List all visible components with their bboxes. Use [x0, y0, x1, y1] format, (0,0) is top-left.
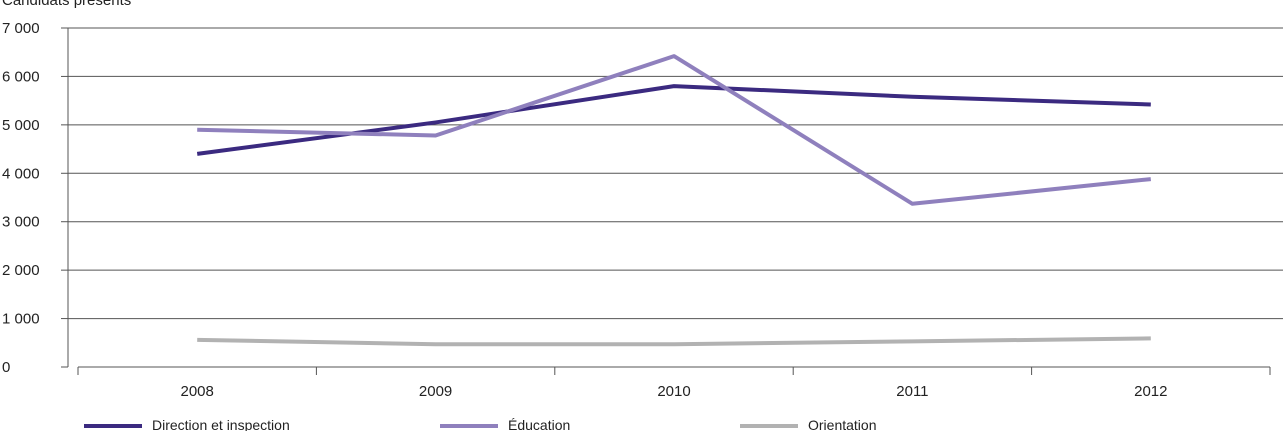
- legend-label: Orientation: [808, 417, 876, 431]
- grid-lines: [68, 27, 1283, 320]
- series-lines: [196, 54, 1152, 347]
- legend-label: Éducation: [508, 417, 570, 431]
- series-line: [196, 84, 1151, 156]
- x-tick-label: 2012: [1134, 383, 1167, 400]
- series-line: [197, 54, 1152, 206]
- y-tick-label: 7 000: [2, 20, 40, 37]
- y-tick-label: 5 000: [2, 117, 40, 134]
- y-tick-label: 4 000: [2, 165, 40, 182]
- y-tick-label: 1 000: [2, 311, 40, 328]
- x-tick-label: 2009: [419, 383, 452, 400]
- legend: Direction et inspection Éducation Orientat…: [84, 417, 876, 431]
- y-tick-label: 2 000: [2, 262, 40, 279]
- x-axis: 2008 2009 2010 2011 2012: [77, 366, 1271, 400]
- x-tick-label: 2011: [896, 383, 928, 400]
- x-tick-label: 2008: [181, 383, 214, 400]
- y-axis-title: Candidats présents: [2, 0, 131, 9]
- y-tick-label: 3 000: [2, 214, 40, 231]
- x-tick-label: 2010: [657, 383, 690, 400]
- y-tick-label: 6 000: [2, 68, 40, 85]
- y-axis: 0 1 000 2 000 3 000 4 000 5 000 6 000 7 000: [2, 20, 69, 376]
- legend-label: Direction et inspection: [152, 417, 290, 431]
- series-line: [197, 336, 1151, 347]
- y-tick-label: 0: [2, 359, 10, 376]
